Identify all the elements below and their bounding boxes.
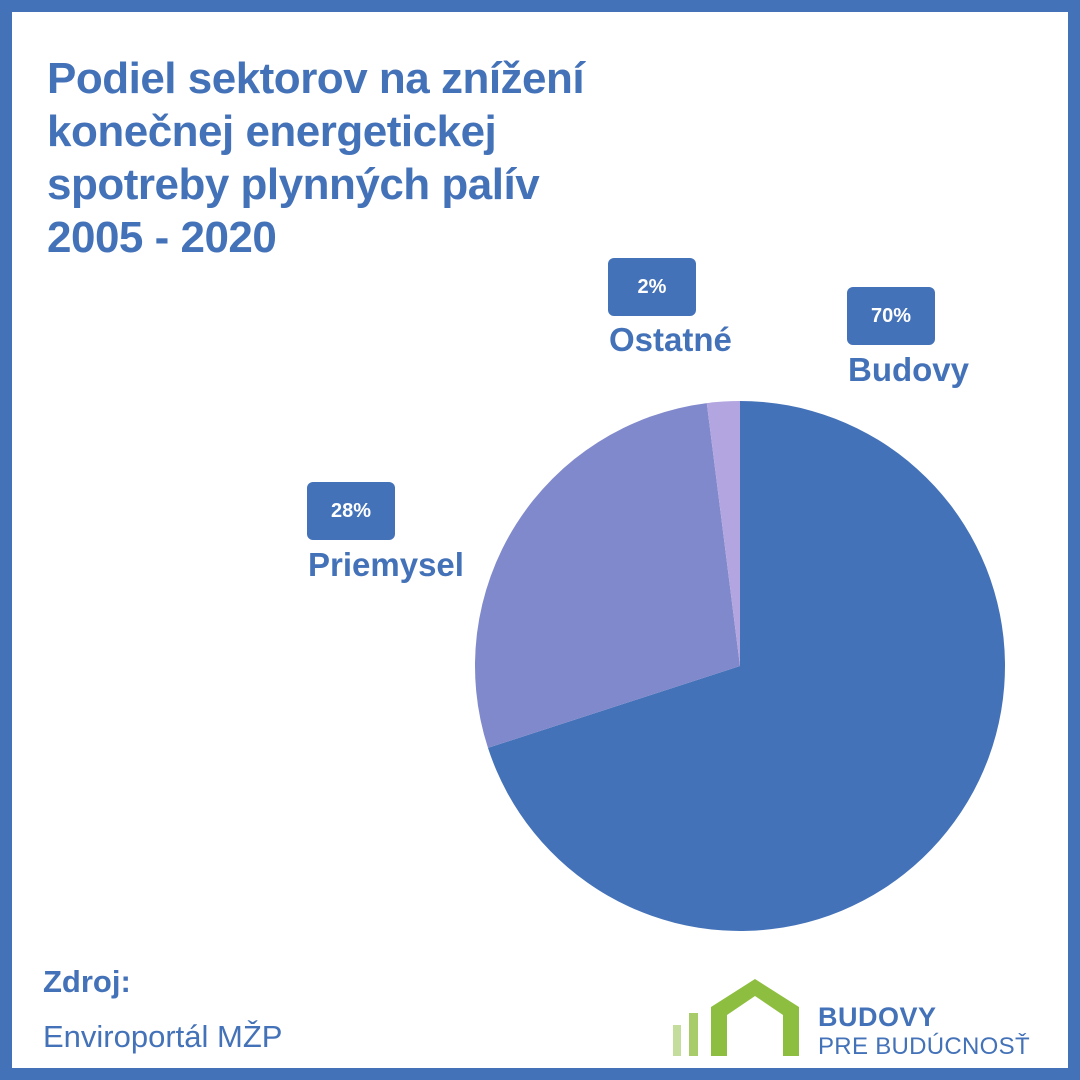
slice-label-ostatne: Ostatné — [609, 321, 732, 358]
source-label: Zdroj: — [43, 964, 131, 999]
chart-title-line: Podiel sektorov na znížení — [47, 54, 585, 103]
house-logo-icon — [673, 979, 799, 1056]
slice-value-badge-budovy: 70% — [847, 287, 935, 345]
brand-logo: BUDOVY PRE BUDÚCNOSŤ — [670, 975, 1070, 1065]
chart-title-line: spotreby plynných palív — [47, 160, 540, 209]
pie-slice-budovy — [487, 401, 1005, 931]
logo-text-line1: BUDOVY — [818, 1002, 937, 1032]
pie-slice-ostatne — [706, 401, 740, 666]
source-value: Enviroportál MŽP — [43, 1019, 283, 1054]
chart-title-line: 2005 - 2020 — [47, 213, 277, 262]
chart-title-line: konečnej energetickej — [47, 107, 497, 156]
chart-title: Podiel sektorov na znížení konečnej ener… — [47, 52, 667, 264]
logo-text-line2: PRE BUDÚCNOSŤ — [818, 1033, 1030, 1060]
slice-value-badge-priemysel: 28% — [307, 482, 395, 540]
pie-slice-priemysel — [475, 403, 740, 748]
slice-label-priemysel: Priemysel — [308, 546, 464, 583]
slice-value-badge-ostatne: 2% — [608, 258, 696, 316]
slice-label-budovy: Budovy — [848, 351, 970, 388]
